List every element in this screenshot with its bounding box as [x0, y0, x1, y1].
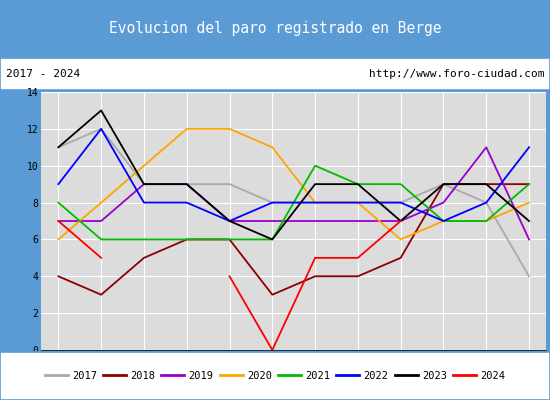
Text: http://www.foro-ciudad.com: http://www.foro-ciudad.com [369, 69, 544, 79]
Text: 2017 - 2024: 2017 - 2024 [6, 69, 80, 79]
Text: Evolucion del paro registrado en Berge: Evolucion del paro registrado en Berge [109, 22, 441, 36]
Legend: 2017, 2018, 2019, 2020, 2021, 2022, 2023, 2024: 2017, 2018, 2019, 2020, 2021, 2022, 2023… [41, 367, 509, 385]
